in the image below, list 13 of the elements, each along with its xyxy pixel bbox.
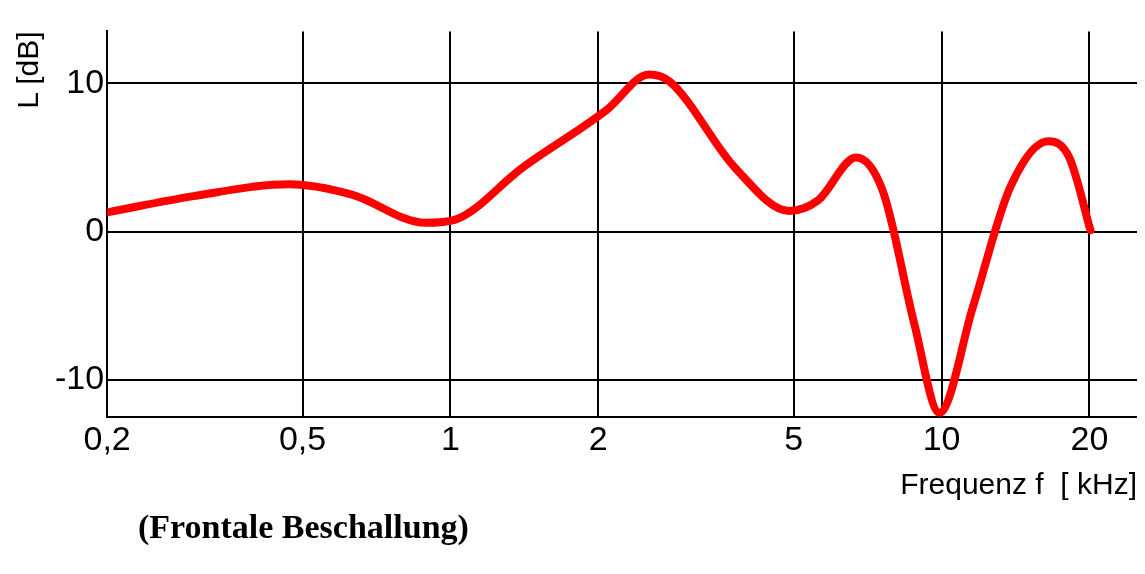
x-tick-label: 0,2 bbox=[83, 418, 131, 457]
x-tick-label: 1 bbox=[440, 418, 460, 457]
x-tick-label: 0,5 bbox=[278, 418, 327, 457]
y-axis-title: L [dB] bbox=[11, 31, 45, 109]
x-tick-label: 20 bbox=[1070, 418, 1109, 457]
x-tick-label: 10 bbox=[922, 418, 961, 457]
x-axis-title: Frequenz f [ kHz] bbox=[900, 467, 1137, 501]
y-tick-label: -10 bbox=[55, 358, 105, 397]
y-tick-label: 10 bbox=[66, 61, 105, 100]
x-tick-label: 2 bbox=[588, 418, 608, 457]
y-tick-label: 0 bbox=[85, 210, 105, 249]
x-tick-label: 5 bbox=[784, 418, 804, 457]
text: (Frontale Beschallung) bbox=[138, 508, 470, 546]
